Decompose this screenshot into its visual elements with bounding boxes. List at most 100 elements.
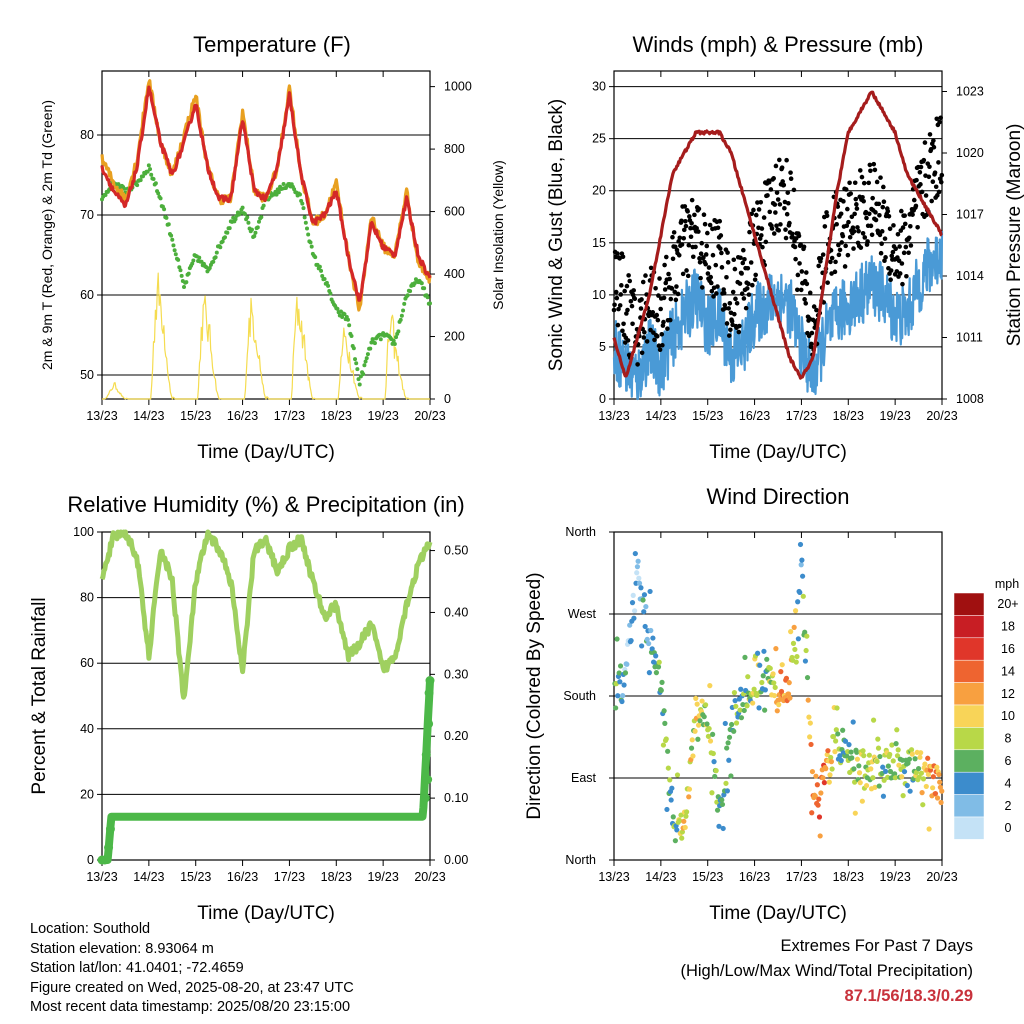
direction-point [615, 693, 621, 699]
gust-point [788, 170, 793, 175]
gust-point [642, 329, 647, 335]
direction-point [634, 564, 641, 570]
dewpoint-point [245, 215, 250, 220]
dir-xtick-label: 17/23 [786, 870, 817, 884]
gust-point [697, 256, 702, 261]
gust-point [915, 224, 920, 230]
direction-point [826, 779, 832, 785]
gust-point [929, 198, 934, 204]
colorbar-label: 20+ [997, 597, 1018, 611]
direction-point [917, 754, 923, 760]
direction-point [663, 736, 669, 742]
gust-point [656, 293, 661, 298]
direction-point [866, 752, 872, 758]
created-text: Figure created on Wed, 2025-08-20, at 23… [30, 979, 354, 996]
gust-point [746, 281, 751, 287]
direction-point [751, 686, 757, 692]
rh-line [99, 529, 433, 700]
gust-point [864, 215, 869, 221]
colorbar-label: 12 [1001, 687, 1015, 701]
dewpoint-point [261, 203, 266, 208]
gust-point [753, 272, 758, 278]
dewpoint-point [223, 235, 227, 240]
direction-point [733, 703, 739, 709]
gust-point [804, 281, 810, 287]
gust-point [923, 193, 929, 198]
direction-point [785, 691, 792, 697]
wind-ytick-label: 20 [592, 184, 606, 198]
gust-point [828, 259, 833, 265]
direction-point [759, 679, 765, 686]
dewpoint-point [361, 372, 366, 377]
gust-point [838, 211, 844, 217]
gust-point [724, 274, 729, 280]
direction-point [856, 763, 862, 769]
gust-point [765, 193, 770, 198]
gust-point [690, 254, 696, 260]
direction-point [825, 748, 831, 754]
direction-point [818, 790, 824, 796]
direction-point [860, 748, 866, 754]
direction-point [827, 772, 833, 778]
gust-point [693, 244, 698, 250]
gust-point [683, 223, 689, 229]
gust-point [750, 282, 755, 288]
dewpoint-point [220, 239, 225, 244]
gust-point [715, 225, 721, 231]
gust-point [927, 132, 933, 137]
wind-xlabel: Time (Day/UTC) [709, 442, 847, 463]
colorbar-swatch [953, 592, 985, 616]
wind-xtick-label: 16/23 [739, 409, 770, 423]
dewpoint-point [170, 237, 175, 242]
dewpoint-point [213, 255, 218, 260]
gust-point [803, 301, 809, 306]
dir-ylabel: Direction (Colored By Speed) [524, 572, 545, 819]
gust-point [773, 210, 778, 215]
direction-point [630, 592, 636, 598]
dewpoint-point [176, 257, 181, 262]
temp-y2tick-label: 400 [444, 267, 465, 281]
gust-point [887, 226, 893, 232]
wind-title: Winds (mph) & Pressure (mb) [633, 32, 924, 57]
wind-ytick-label: 15 [592, 236, 606, 250]
direction-point [710, 750, 716, 757]
direction-point [632, 608, 638, 614]
gust-point [861, 198, 866, 204]
direction-point [750, 700, 756, 706]
gust-point [910, 212, 915, 217]
gust-point [771, 231, 777, 236]
gust-point [686, 242, 692, 248]
direction-point [650, 635, 656, 641]
direction-point [939, 788, 945, 794]
dewpoint-point [190, 261, 195, 266]
gust-point [655, 317, 661, 323]
direction-point [694, 701, 700, 707]
direction-point [726, 757, 732, 763]
gust-point [792, 244, 798, 250]
direction-point [693, 695, 699, 701]
gust-point [882, 236, 888, 241]
gust-point [682, 204, 688, 209]
direction-point [661, 708, 667, 714]
direction-point [738, 715, 745, 721]
gust-point [749, 211, 755, 217]
extremes-panel: Extremes For Past 7 Days (High/Low/Max W… [680, 934, 973, 1009]
direction-point [704, 721, 710, 727]
gust-point [612, 302, 617, 308]
direction-point [745, 674, 751, 680]
gust-point [822, 224, 828, 229]
direction-point [636, 575, 642, 581]
direction-point [872, 784, 878, 790]
dewpoint-point [158, 196, 163, 201]
gust-point [713, 262, 719, 268]
direction-point [665, 765, 671, 771]
dewpoint-point [346, 317, 350, 322]
gust-point [759, 226, 765, 231]
direction-point [679, 835, 685, 841]
direction-point [805, 697, 811, 703]
gust-point [660, 342, 665, 348]
direction-point [838, 757, 844, 764]
direction-point [638, 585, 644, 591]
temp-y2label: Solar Insolation (Yellow) [490, 160, 506, 310]
dewpoint-point [184, 280, 189, 285]
